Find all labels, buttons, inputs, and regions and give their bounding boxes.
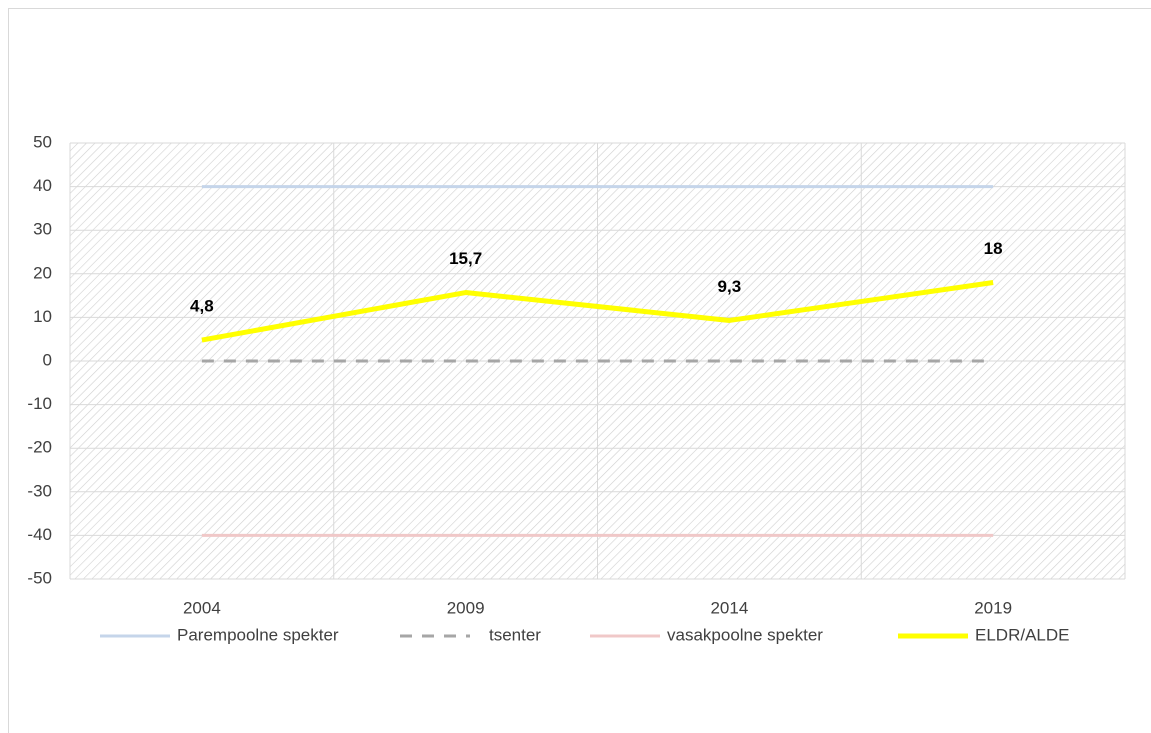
y-tick-label: -30: [27, 481, 52, 500]
y-tick-label: -40: [27, 525, 52, 544]
y-tick-label: -20: [27, 438, 52, 457]
series-line: [201, 280, 994, 343]
y-tick-label: 0: [43, 350, 52, 369]
y-tick-label: 40: [33, 176, 52, 195]
x-tick-label: 2019: [974, 598, 1012, 617]
x-tick-label: 2004: [183, 598, 221, 617]
legend-label: Parempoolne spekter: [177, 625, 339, 644]
y-tick-label: 10: [33, 307, 52, 326]
x-tick-label: 2014: [710, 598, 748, 617]
y-tick-label: 30: [33, 220, 52, 239]
data-label: 9,3: [718, 277, 742, 296]
legend-label: vasakpoolne spekter: [667, 625, 823, 644]
legend-label: ELDR/ALDE: [975, 625, 1069, 644]
data-label: 18: [984, 239, 1003, 258]
data-label: 4,8: [190, 297, 214, 316]
y-tick-label: -50: [27, 568, 52, 587]
chart-frame: [8, 8, 1151, 733]
legend-label: tsenter: [489, 625, 541, 644]
y-tick-label: 50: [33, 132, 52, 151]
x-tick-label: 2009: [447, 598, 485, 617]
y-tick-label: 20: [33, 263, 52, 282]
data-label: 15,7: [449, 249, 482, 268]
y-tick-label: -10: [27, 394, 52, 413]
